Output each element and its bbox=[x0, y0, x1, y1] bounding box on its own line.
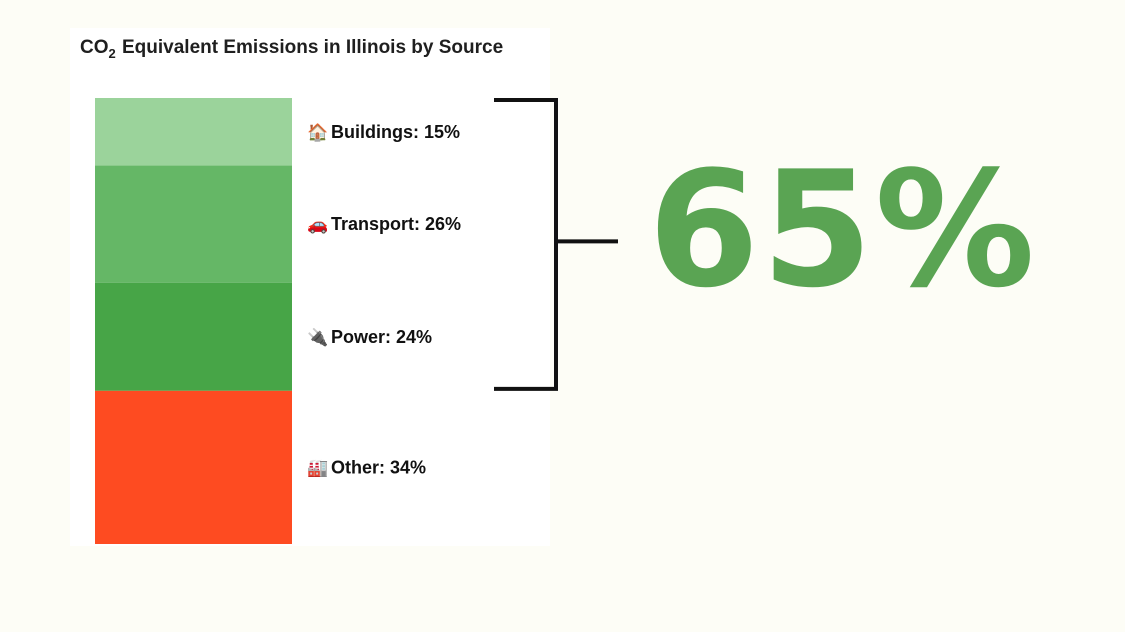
bracket-total-label: 65% bbox=[648, 136, 1037, 323]
segment-label-power: Power: 24% bbox=[331, 327, 432, 347]
chart-title: CO2 Equivalent Emissions in Illinois by … bbox=[80, 37, 504, 61]
chart-title-subscript: 2 bbox=[108, 46, 116, 61]
bar-segment-power bbox=[95, 282, 292, 391]
bar-segment-other bbox=[95, 390, 292, 544]
bracket bbox=[494, 98, 618, 391]
chart-title-rest: Equivalent Emissions in Illinois by Sour… bbox=[116, 37, 504, 58]
bar-segment-buildings bbox=[95, 98, 292, 166]
car-icon: 🚗 bbox=[307, 215, 328, 235]
house-icon: 🏠 bbox=[307, 123, 328, 143]
chart-title-main: CO bbox=[80, 37, 109, 58]
segment-label-transport: Transport: 26% bbox=[331, 214, 461, 234]
segment-label-buildings: Buildings: 15% bbox=[331, 122, 460, 142]
factory-icon: 🏭 bbox=[307, 458, 328, 478]
segment-label-other: Other: 34% bbox=[331, 457, 426, 477]
bar-segment-transport bbox=[95, 165, 292, 283]
plug-icon: 🔌 bbox=[307, 327, 328, 348]
